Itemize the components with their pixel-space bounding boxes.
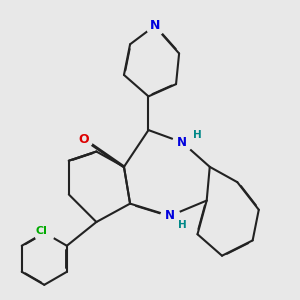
Text: H: H (178, 220, 187, 230)
Text: N: N (165, 209, 175, 222)
Text: N: N (177, 136, 187, 149)
Text: Cl: Cl (35, 226, 47, 236)
Text: H: H (193, 130, 202, 140)
Text: O: O (79, 133, 89, 146)
Text: N: N (149, 20, 160, 32)
